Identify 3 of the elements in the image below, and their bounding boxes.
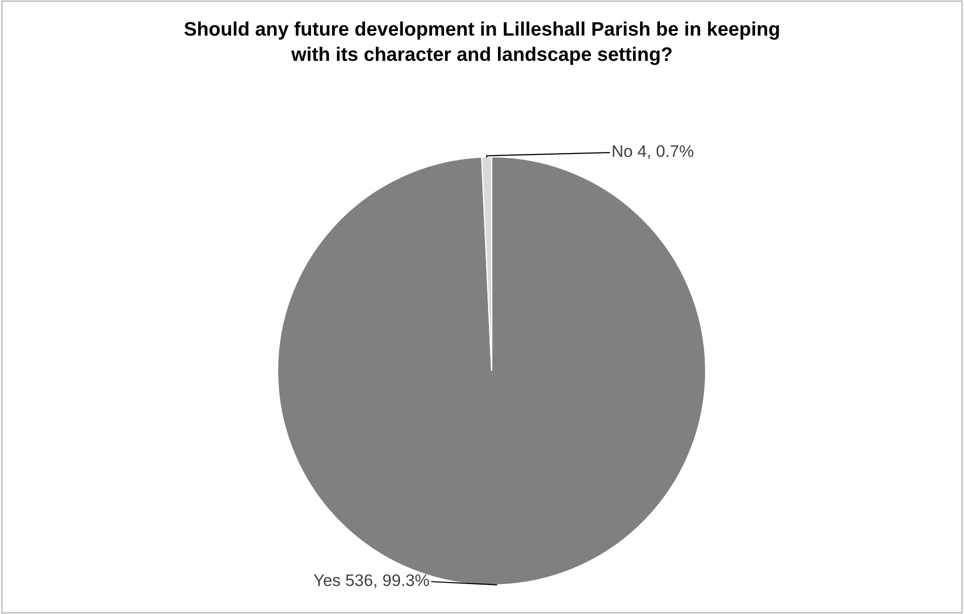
chart-title: Should any future development in Lilleshall Parish be in keeping with its character and landscape setting? <box>184 21 779 65</box>
slice-label: No 4, 0.7% <box>612 145 694 160</box>
slice-label: Yes 536, 99.3% <box>314 574 429 588</box>
